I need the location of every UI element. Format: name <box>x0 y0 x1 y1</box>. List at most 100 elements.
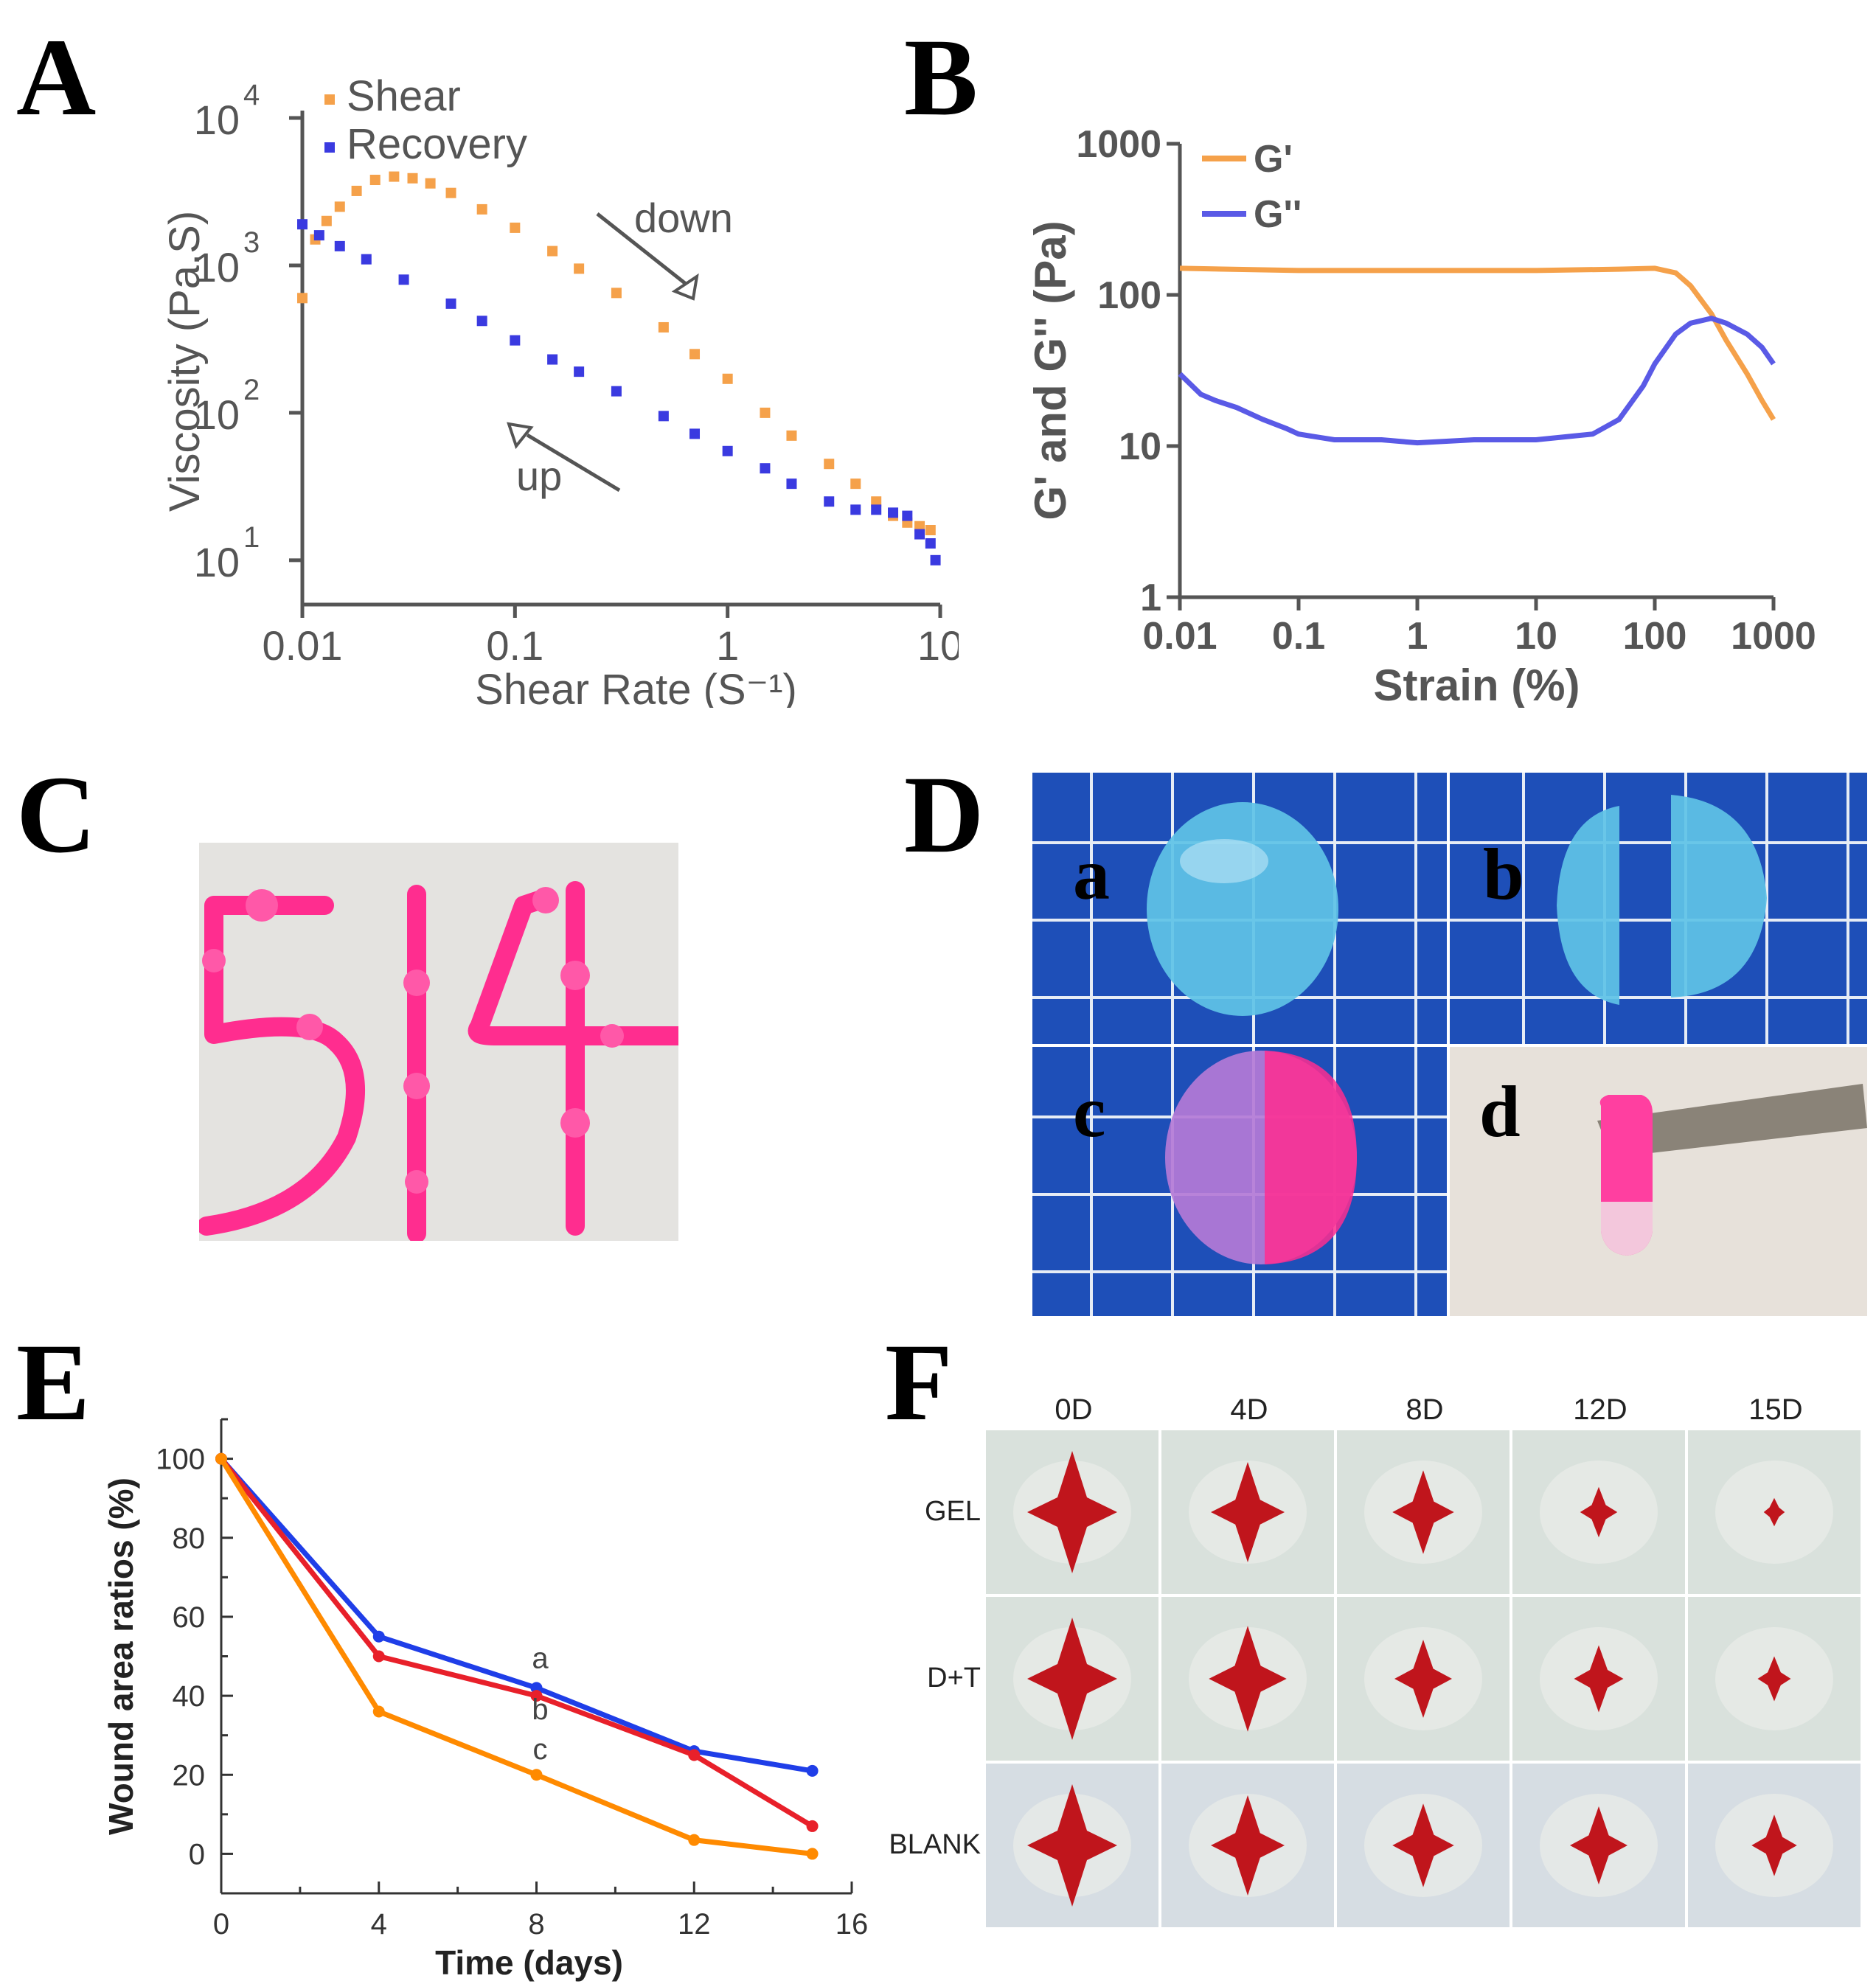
row-label-d-plus-t: D+T <box>927 1663 981 1694</box>
data-point-b <box>806 1820 819 1832</box>
wound-mark <box>1209 1626 1287 1732</box>
wound-mark <box>1392 1470 1454 1554</box>
legend-label-shear: Shear <box>347 72 461 120</box>
data-point-shear <box>611 288 622 299</box>
data-point-a <box>372 1630 385 1643</box>
annotation-b: b <box>532 1694 548 1726</box>
data-point-recovery <box>871 504 882 515</box>
arrow-up-line <box>526 433 621 492</box>
legend-marker-shear <box>324 94 335 105</box>
wound-photo <box>1161 1430 1334 1594</box>
y-tick-label: 80 <box>173 1522 206 1555</box>
y-tick-label: 20 <box>173 1759 206 1792</box>
series-line-g-double-prime <box>1178 316 1776 446</box>
data-point-c <box>530 1769 543 1781</box>
y-tick-exponent: 4 <box>243 79 260 111</box>
y-tick-label: 1000 <box>1076 123 1161 166</box>
x-tick-label: 8 <box>528 1908 544 1941</box>
data-point-recovery <box>786 478 797 490</box>
wound-photo <box>1512 1430 1685 1594</box>
data-point-b <box>688 1749 701 1761</box>
x-tick-label: 0.01 <box>1142 615 1217 658</box>
photo-d-b: b <box>1450 773 1867 1044</box>
x-axis-label: Strain (%) <box>1373 661 1580 708</box>
data-point-shear <box>297 293 308 304</box>
data-point-recovery <box>888 507 899 518</box>
annotation-down: down <box>634 195 733 241</box>
series-line-a <box>219 1457 813 1774</box>
data-point-shear <box>689 349 701 360</box>
data-point-recovery <box>824 496 835 507</box>
data-point-b <box>530 1690 543 1702</box>
panel-f-wound-photos: 0D 4D 8D 12D 15D GEL D+T BLANK <box>870 1393 1876 1927</box>
y-tick-label: 10 <box>194 391 240 438</box>
wound-mark <box>1392 1803 1454 1887</box>
data-point-c <box>215 1452 227 1465</box>
x-tick-label: 0.1 <box>1272 615 1325 658</box>
data-point-shear <box>476 203 487 215</box>
photo-c-writing <box>199 843 678 1241</box>
wound-photo <box>1337 1430 1510 1594</box>
wound-photo <box>1688 1764 1861 1927</box>
data-point-a <box>806 1764 819 1777</box>
day-label-15d: 15D <box>1748 1393 1803 1426</box>
data-point-recovery <box>547 354 558 365</box>
data-point-c <box>806 1848 819 1860</box>
data-point-recovery <box>760 463 771 474</box>
x-tick-label: 1000 <box>1731 615 1816 658</box>
row-label-gel: GEL <box>924 1496 981 1527</box>
panel-label-d: D <box>904 753 984 876</box>
data-point-shear <box>722 373 733 384</box>
chart-e-wound-area: 0 4 8 12 16 0 20 40 60 80 100 Time (days) Wound area… <box>102 1418 868 1982</box>
chart-b-modulus: 0.01 0.1 1 10 100 1000 1 10 100 1000 Strain (%) G' … <box>1026 123 1816 708</box>
day-label-4d: 4D <box>1230 1393 1268 1426</box>
legend-label-g-prime: G' <box>1254 138 1293 181</box>
data-point-shear <box>824 459 835 470</box>
y-tick-label: 60 <box>173 1601 206 1634</box>
legend-label-g-double-prime: G'' <box>1254 193 1302 236</box>
day-label-12d: 12D <box>1573 1393 1627 1426</box>
data-point-recovery <box>611 386 622 397</box>
data-point-shear <box>334 201 345 212</box>
data-point-shear <box>425 178 436 189</box>
x-tick-label: 0 <box>213 1908 229 1941</box>
y-tick-label: 0 <box>189 1838 205 1870</box>
wound-mark <box>1211 1462 1285 1562</box>
data-point-recovery <box>334 240 345 251</box>
data-point-shear <box>321 215 332 226</box>
x-tick-label: 100 <box>1623 615 1687 658</box>
wound-mark <box>1751 1814 1797 1876</box>
panel-label-f: F <box>885 1321 953 1444</box>
y-axis-label: Wound area ratios (%) <box>102 1477 140 1835</box>
annotation-up: up <box>516 453 562 499</box>
photo-d-a: a <box>1032 773 1447 1044</box>
day-label-8d: 8D <box>1406 1393 1444 1426</box>
arrow-up-head <box>507 422 534 450</box>
data-point-recovery <box>930 554 941 565</box>
data-point-shear <box>445 187 456 198</box>
photo-d-c: c <box>1032 1047 1447 1316</box>
y-axis-label: Viscosity (Pa.S) <box>161 211 209 512</box>
wound-photo <box>1161 1597 1334 1761</box>
legend-marker-recovery <box>324 142 335 153</box>
y-tick-exponent: 1 <box>243 521 260 554</box>
row-label-blank: BLANK <box>889 1829 981 1860</box>
data-point-recovery <box>658 411 669 422</box>
data-point-shear <box>914 521 925 532</box>
annotation-a: a <box>532 1643 549 1675</box>
y-tick-label: 100 <box>156 1444 205 1476</box>
wound-photo <box>1337 1764 1510 1927</box>
x-tick-label: 0.01 <box>263 622 343 669</box>
panel-label-e: E <box>16 1321 91 1444</box>
wound-photo <box>1512 1597 1685 1761</box>
x-tick-label: 1 <box>1407 615 1428 658</box>
data-point-recovery <box>902 510 913 521</box>
wound-photo <box>1337 1597 1510 1761</box>
wound-photo <box>1161 1764 1334 1927</box>
wound-photo <box>1512 1764 1685 1927</box>
data-point-recovery <box>510 335 521 346</box>
label-d-c: c <box>1073 1071 1106 1152</box>
y-tick-label: 10 <box>194 244 240 290</box>
data-point-c <box>372 1705 385 1718</box>
